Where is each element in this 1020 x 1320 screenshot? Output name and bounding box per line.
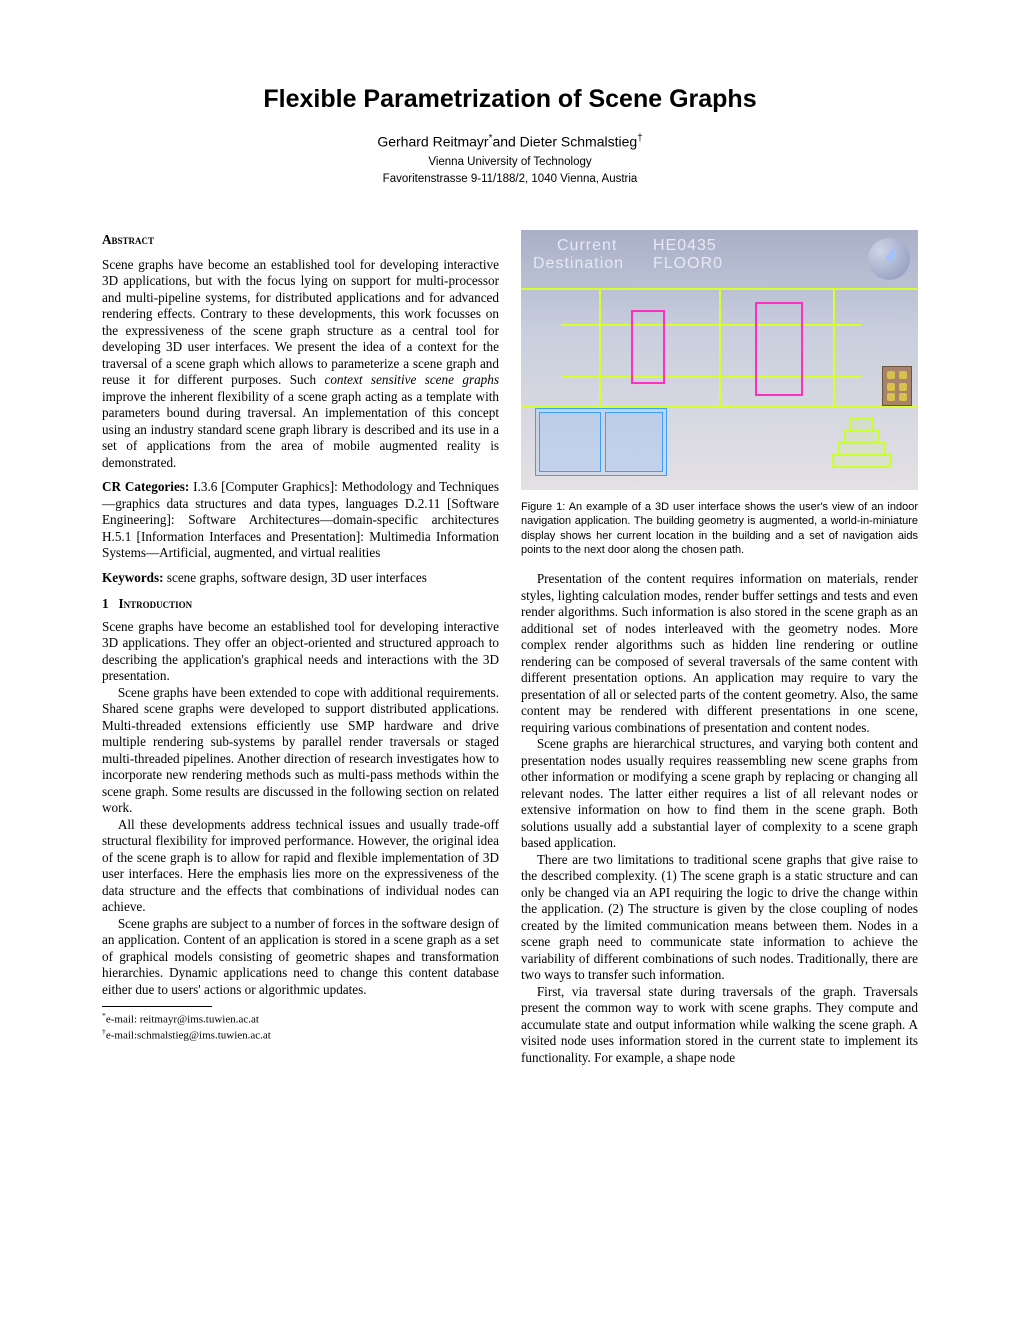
affiliation-line-2: Favoritenstrasse 9-11/188/2, 1040 Vienna…: [102, 172, 918, 186]
keywords-label: Keywords:: [102, 570, 164, 585]
cr-label: CR Categories:: [102, 479, 189, 494]
intro-para-3: All these developments address technical…: [102, 817, 499, 916]
col2-para-1: Presentation of the content requires inf…: [521, 571, 918, 736]
cr-categories: CR Categories: I.3.6 [Computer Graphics]…: [102, 479, 499, 562]
figure-1: Current HE0435 Destination FLOOR0: [521, 230, 918, 557]
abstract-text: Scene graphs have become an established …: [102, 257, 499, 472]
intro-para-1: Scene graphs have become an established …: [102, 619, 499, 685]
compass-icon: [868, 238, 910, 280]
col2-para-3: There are two limitations to traditional…: [521, 852, 918, 984]
abstract-heading: Abstract: [102, 232, 499, 249]
col2-para-4: First, via traversal state during traver…: [521, 984, 918, 1067]
two-column-layout: Abstract Scene graphs have become an est…: [102, 230, 918, 1066]
page: Flexible Parametrization of Scene Graphs…: [0, 0, 1020, 1320]
footnote-2: †e-mail:schmalstieg@ims.tuwien.ac.at: [102, 1027, 499, 1043]
right-column: Current HE0435 Destination FLOOR0: [521, 230, 918, 1066]
left-column: Abstract Scene graphs have become an est…: [102, 230, 499, 1066]
stairs-wireframe: [832, 404, 888, 468]
fig-overlay-destination-value: FLOOR0: [653, 254, 723, 274]
paper-title: Flexible Parametrization of Scene Graphs: [102, 84, 918, 115]
intro-para-2: Scene graphs have been extended to cope …: [102, 685, 499, 817]
figure-1-caption: Figure 1: An example of a 3D user interf…: [521, 500, 918, 557]
footnote-1: *e-mail: reitmayr@ims.tuwien.ac.at: [102, 1011, 499, 1027]
keywords-line: Keywords: scene graphs, software design,…: [102, 570, 499, 587]
elevator-panel: [882, 366, 912, 406]
fig-overlay-current-label: Current: [557, 236, 617, 256]
affiliation-line-1: Vienna University of Technology: [102, 155, 918, 169]
fig-overlay-current-value: HE0435: [653, 236, 717, 256]
footnote-rule: [102, 1006, 212, 1007]
section-1-heading: 1 Introduction: [102, 596, 499, 613]
figure-1-image: Current HE0435 Destination FLOOR0: [521, 230, 918, 490]
fig-overlay-destination-label: Destination: [533, 254, 624, 274]
authors-line: Gerhard Reitmayr*and Dieter Schmalstieg†: [102, 133, 918, 151]
col2-para-2: Scene graphs are hierarchical structures…: [521, 736, 918, 852]
keywords-text: scene graphs, software design, 3D user i…: [164, 570, 427, 585]
intro-para-4: Scene graphs are subject to a number of …: [102, 916, 499, 999]
